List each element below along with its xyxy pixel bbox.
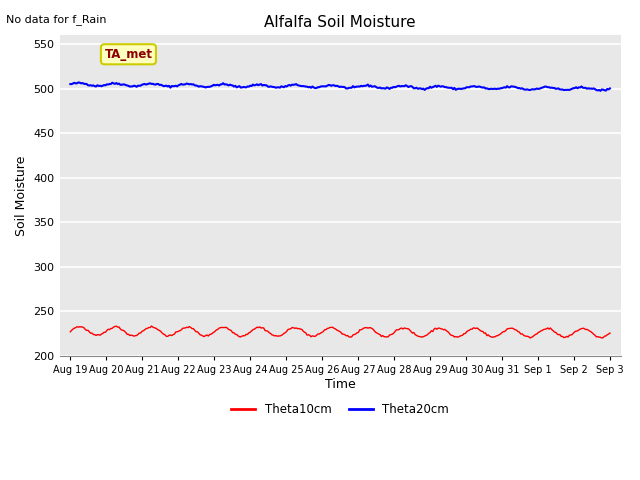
Y-axis label: Soil Moisture: Soil Moisture — [15, 156, 28, 236]
Text: TA_met: TA_met — [104, 48, 152, 61]
X-axis label: Time: Time — [324, 378, 355, 391]
Legend: Theta10cm, Theta20cm: Theta10cm, Theta20cm — [227, 398, 454, 420]
Title: Alfalfa Soil Moisture: Alfalfa Soil Moisture — [264, 15, 416, 30]
Text: No data for f_Rain: No data for f_Rain — [6, 14, 107, 25]
